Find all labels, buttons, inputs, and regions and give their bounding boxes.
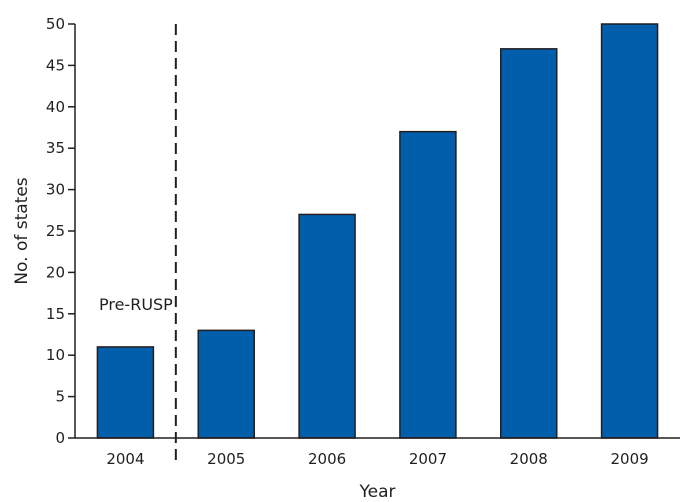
y-tick-label: 25 (46, 222, 65, 240)
y-tick-label: 5 (55, 388, 65, 406)
bar-2009 (600, 23, 659, 439)
y-tick-label: 10 (46, 346, 65, 364)
bar-2007 (399, 130, 457, 439)
y-tick-label: 50 (46, 15, 65, 33)
y-tick-label: 20 (46, 263, 65, 281)
bar-2006 (298, 213, 356, 439)
bar-2008 (500, 48, 558, 439)
x-tick-label: 2009 (610, 450, 648, 468)
x-tick-label: 2008 (510, 450, 548, 468)
bar-2005 (197, 329, 255, 439)
x-axis-ticks: 2004 2005 2006 2007 2008 2009 (106, 450, 648, 468)
x-tick-label: 2004 (106, 450, 144, 468)
bar-2004 (96, 346, 155, 439)
y-axis-ticks: 0 5 10 15 20 25 30 35 40 45 50 (46, 15, 75, 447)
x-axis-title: Year (359, 482, 396, 502)
x-tick-label: 2006 (308, 450, 346, 468)
y-axis-title: No. of states (12, 177, 32, 284)
pre-rusp-annotation: Pre-RUSP (99, 295, 173, 314)
x-tick-label: 2007 (409, 450, 447, 468)
bars (96, 23, 659, 439)
y-tick-label: 45 (46, 56, 65, 74)
y-tick-label: 15 (46, 305, 65, 323)
y-tick-label: 35 (46, 139, 65, 157)
y-tick-label: 40 (46, 98, 65, 116)
x-tick-label: 2005 (207, 450, 245, 468)
y-tick-label: 0 (55, 429, 65, 447)
y-tick-label: 30 (46, 181, 65, 199)
